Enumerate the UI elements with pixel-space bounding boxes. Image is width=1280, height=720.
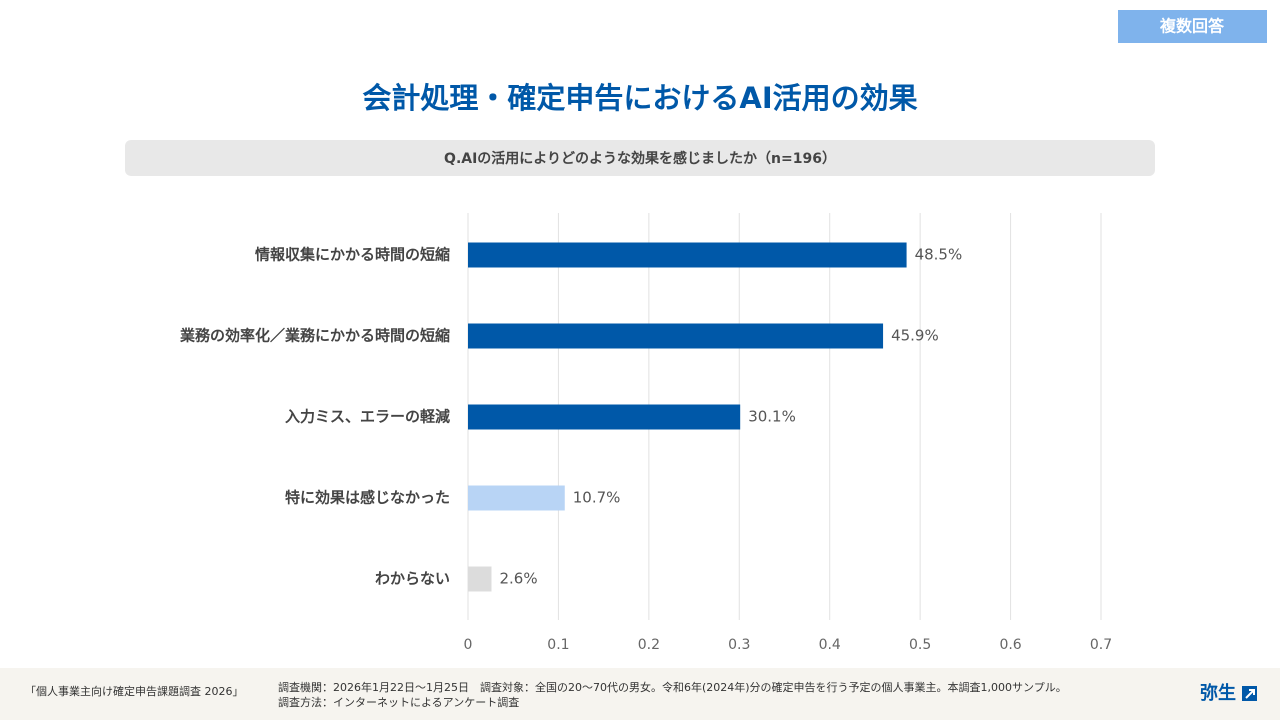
- chart-subtitle: Q.AIの活用によりどのような効果を感じましたか（n=196）: [444, 150, 836, 167]
- x-tick-label: 0.3: [728, 637, 750, 653]
- bar: [468, 323, 884, 349]
- value-label: 45.9%: [891, 327, 939, 345]
- x-tick-label: 0.7: [1090, 637, 1112, 653]
- bar: [468, 242, 907, 268]
- y-tick-label: 業務の効率化／業務にかかる時間の短縮: [179, 327, 450, 345]
- plot: 0 0.1 0.2 0.3 0.4 0.5 0.6 0.7 情報収集にかかる時間の短縮 48.5%…: [179, 213, 1112, 653]
- subtitle-box: [125, 140, 1155, 176]
- value-label: 2.6%: [500, 570, 538, 588]
- x-tick-label: 0.2: [638, 637, 660, 653]
- y-tick-label: わからない: [375, 570, 450, 588]
- x-tick-label: 0.5: [909, 637, 931, 653]
- x-tick-label: 0.4: [819, 637, 841, 653]
- logo-arrow: [1245, 689, 1255, 699]
- value-label: 48.5%: [915, 246, 963, 264]
- footer-bg: [0, 668, 1280, 720]
- logo: 弥生: [1200, 682, 1236, 704]
- badge: 複数回答: [1159, 17, 1225, 36]
- chart-title: 会計処理・確定申告におけるAI活用の効果: [362, 81, 917, 115]
- y-tick-label: 特に効果は感じなかった: [285, 489, 450, 507]
- x-tick-label: 0: [464, 637, 473, 653]
- value-label: 30.1%: [748, 408, 796, 426]
- x-tick-label: 0.6: [999, 637, 1021, 653]
- value-label: 10.7%: [573, 489, 621, 507]
- survey-name: 「個人事業主向け確定申告課題調査 2026」: [25, 684, 244, 698]
- y-tick-label: 情報収集にかかる時間の短縮: [255, 246, 450, 264]
- footer-line: 調査方法：インターネットによるアンケート調査: [278, 695, 519, 709]
- bar: [468, 485, 565, 511]
- y-tick-label: 入力ミス、エラーの軽減: [285, 408, 450, 426]
- bar: [468, 404, 741, 430]
- footer-line: 調査機関：2026年1月22日〜1月25日 調査対象：全国の20〜70代の男女。…: [278, 680, 1067, 694]
- x-tick-label: 0.1: [547, 637, 569, 653]
- bar: [468, 566, 492, 592]
- badge-box: [1118, 10, 1267, 43]
